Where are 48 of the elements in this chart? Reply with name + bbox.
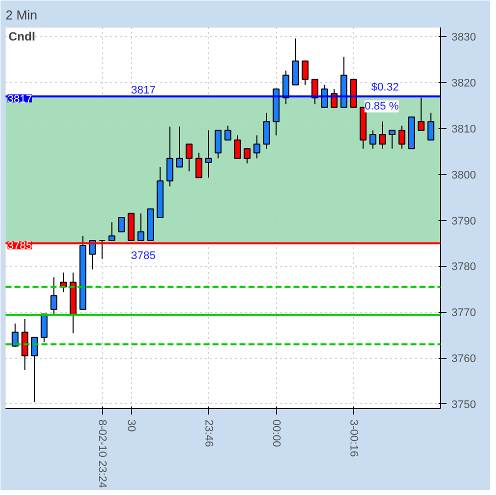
ref-line-label: 3817 (131, 84, 156, 96)
candlestick (224, 125, 232, 140)
x-tick-label: 23:46 (202, 420, 214, 448)
y-tick-label: 3790 (452, 215, 476, 228)
annotation: 3817 (8, 93, 32, 106)
candlestick (253, 134, 260, 159)
candlestick (195, 152, 202, 178)
candlestick (427, 112, 434, 140)
candlestick (369, 130, 376, 150)
candlestick (137, 212, 144, 241)
ref-line-label: 3785 (8, 240, 32, 252)
x-tick-label: 8-02-10 23:24 (96, 420, 108, 488)
annotation: $0.32 (371, 81, 399, 94)
candlestick (108, 222, 116, 241)
x-tick-label: 30 (125, 420, 138, 432)
candlestick (205, 130, 212, 178)
annotation: Cndl (8, 30, 36, 44)
candlestick (98, 240, 106, 260)
candlestick (321, 84, 328, 108)
candlestick (234, 134, 241, 159)
candlestick (263, 112, 270, 150)
chart-title: 2 Min (6, 8, 38, 22)
candlestick (244, 148, 251, 164)
candlestick (302, 60, 309, 86)
x-tick-label: 3-00:16 (348, 420, 360, 457)
candlestick (292, 38, 299, 86)
candlestick (50, 276, 58, 316)
candlestick (176, 126, 183, 168)
candlestick (186, 144, 193, 172)
y-tick-label: 3760 (452, 353, 476, 366)
candlestick (118, 217, 125, 232)
annotation: 3785 (131, 250, 156, 262)
candlestick (398, 125, 406, 150)
y-tick-label: 3750 (452, 398, 476, 411)
candlestick (31, 336, 38, 403)
y-tick-label: 3810 (452, 123, 476, 136)
candlestick (379, 121, 386, 150)
candlestick (388, 130, 396, 150)
y-tick-label: 3800 (452, 169, 476, 182)
y-tick-label: 3770 (452, 307, 476, 320)
candlestick (418, 97, 425, 131)
y-tick-label: 3830 (452, 32, 476, 44)
y-tick-label: 3820 (452, 78, 476, 90)
candlestick (214, 130, 222, 159)
candlestick (166, 126, 174, 187)
annotation: 0.85 % (364, 100, 400, 112)
y-tick-label: 3780 (452, 261, 476, 274)
x-tick-label: 00:00 (270, 420, 282, 448)
